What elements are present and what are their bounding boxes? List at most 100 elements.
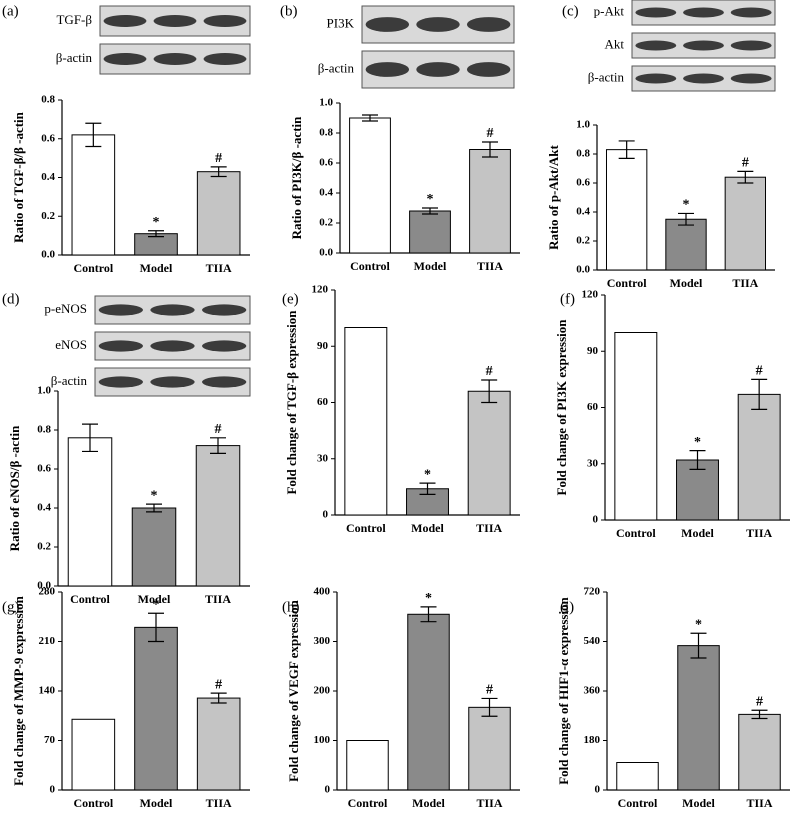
blot-band (416, 17, 460, 32)
blot-band (730, 7, 772, 18)
bar (738, 713, 781, 791)
bar (196, 171, 241, 256)
x-tick-label: TIIA (206, 261, 232, 275)
y-tick-label: 0.8 (576, 148, 590, 160)
y-tick-label: 0.0 (576, 264, 590, 276)
significance-mark: # (215, 151, 222, 166)
significance-mark: # (486, 364, 493, 379)
error-bar (618, 140, 635, 159)
panel-label: (d) (2, 291, 20, 307)
y-axis-label: Fold change of PI3K expression (554, 319, 569, 496)
x-tick-label: Model (670, 276, 703, 290)
error-bar (148, 230, 164, 238)
blot-band (153, 53, 197, 65)
x-tick-label: Model (412, 796, 445, 810)
y-axis-label: Ratio of p-Akt/Akt (546, 144, 561, 249)
blot-band (150, 340, 195, 352)
x-tick-label: Control (607, 276, 647, 290)
bar (407, 613, 450, 791)
y-tick-label: 0.2 (576, 235, 590, 247)
bar (71, 134, 116, 256)
significance-mark: # (487, 126, 494, 141)
blot-band (635, 7, 677, 18)
x-tick-label: Model (138, 592, 171, 606)
y-axis-label: Fold change of VEGF expression (286, 599, 301, 782)
significance-mark: * (153, 215, 160, 230)
significance-mark: # (756, 694, 763, 709)
x-tick-label: Model (414, 259, 447, 273)
y-axis-label: Ratio of eNOS/β -actin (7, 425, 22, 551)
y-tick-label: 0.8 (37, 424, 51, 436)
error-bar (210, 692, 227, 704)
y-tick-label: 0.6 (41, 132, 55, 144)
error-bar (689, 450, 706, 470)
y-tick-label: 0.4 (319, 187, 333, 199)
blot-label: β-actin (51, 373, 88, 388)
blot-band (683, 7, 724, 18)
x-tick-label: Control (70, 592, 110, 606)
blot-label: p-Akt (594, 3, 625, 18)
y-tick-label: 120 (312, 284, 329, 296)
blot-band (202, 340, 247, 352)
bar (131, 507, 177, 587)
bar (344, 327, 388, 516)
blot-band (150, 304, 195, 316)
y-tick-label: 720 (584, 586, 601, 598)
error-bar (210, 166, 227, 178)
blot-band (202, 304, 247, 316)
error-bar (481, 379, 498, 404)
panel-label: (h) (282, 599, 300, 615)
error-bar (419, 482, 436, 495)
y-tick-label: 0 (323, 509, 329, 521)
x-tick-label: Control (616, 526, 656, 540)
blot-band (202, 376, 247, 388)
y-tick-label: 70 (44, 734, 56, 746)
y-tick-label: 0 (325, 784, 331, 796)
error-bar (362, 114, 378, 122)
x-tick-label: Control (346, 521, 386, 535)
significance-mark: # (756, 364, 763, 379)
blot-band (466, 62, 511, 77)
x-tick-label: Model (682, 796, 715, 810)
blot-band (365, 62, 410, 77)
bar (349, 117, 391, 254)
x-tick-label: TIIA (476, 796, 502, 810)
y-tick-label: 400 (314, 586, 331, 598)
panel-label: (i) (560, 599, 574, 615)
x-tick-label: TIIA (732, 276, 758, 290)
y-tick-label: 210 (39, 635, 56, 647)
significance-mark: # (486, 683, 493, 698)
bar (71, 718, 116, 791)
y-tick-label: 30 (317, 452, 329, 464)
significance-mark: * (424, 467, 431, 482)
blot-label: β-actin (318, 60, 355, 75)
y-axis-label: Fold change of TGF-β expression (284, 310, 299, 495)
blot-band (683, 40, 724, 51)
y-tick-label: 0.2 (319, 217, 333, 229)
blot-band (103, 53, 147, 65)
y-tick-label: 0 (595, 784, 601, 796)
bar (605, 149, 648, 271)
significance-mark: * (427, 192, 434, 207)
y-tick-label: 360 (584, 685, 601, 697)
error-bar (210, 437, 226, 454)
significance-mark: * (153, 597, 160, 612)
x-tick-label: Model (411, 521, 444, 535)
panel-label: (f) (560, 291, 575, 307)
blot-label: PI3K (327, 15, 355, 30)
blot-band (98, 376, 143, 388)
bar (195, 445, 241, 587)
blot-band (203, 15, 247, 27)
x-tick-label: TIIA (205, 592, 231, 606)
y-tick-label: 30 (587, 457, 599, 469)
significance-mark: * (683, 198, 690, 213)
error-bar (678, 212, 694, 226)
panel-label: (a) (2, 3, 19, 19)
x-tick-label: TIIA (476, 521, 502, 535)
y-tick-label: 90 (317, 340, 329, 352)
y-tick-label: 140 (39, 685, 56, 697)
bar (737, 393, 781, 521)
y-tick-label: 0.6 (37, 463, 51, 475)
y-tick-label: 0 (593, 514, 599, 526)
